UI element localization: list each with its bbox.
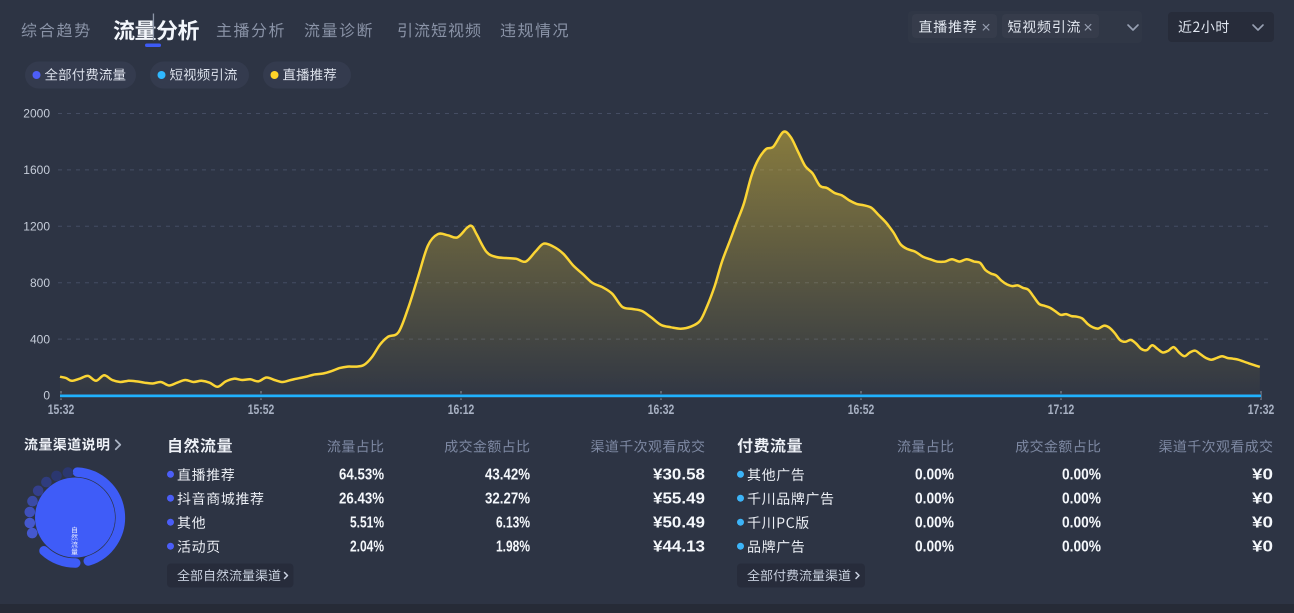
svg-text:16:12: 16:12 <box>448 401 475 417</box>
svg-text:¥30.58: ¥30.58 <box>653 467 705 484</box>
svg-text:800: 800 <box>30 276 50 290</box>
svg-text:16:32: 16:32 <box>648 401 675 417</box>
svg-text:0: 0 <box>43 389 50 403</box>
svg-text:1.98%: 1.98% <box>496 539 530 556</box>
svg-text:5.51%: 5.51% <box>350 515 384 532</box>
svg-text:0.00%: 0.00% <box>1062 515 1101 532</box>
svg-text:17:32: 17:32 <box>1248 401 1275 417</box>
svg-text:0.00%: 0.00% <box>915 491 954 508</box>
svg-text:0.00%: 0.00% <box>1062 491 1101 508</box>
svg-text:26.43%: 26.43% <box>339 491 384 508</box>
svg-text:×: × <box>981 20 990 37</box>
svg-text:¥0: ¥0 <box>1252 467 1273 484</box>
svg-text:1200: 1200 <box>23 220 50 234</box>
svg-text:0.00%: 0.00% <box>915 515 954 532</box>
svg-text:64.53%: 64.53% <box>339 467 384 484</box>
svg-text:400: 400 <box>30 332 50 346</box>
svg-text:¥0: ¥0 <box>1252 515 1273 532</box>
svg-text:17:12: 17:12 <box>1048 401 1075 417</box>
svg-text:0.00%: 0.00% <box>1062 539 1101 556</box>
svg-text:2000: 2000 <box>23 107 50 121</box>
svg-text:¥0: ¥0 <box>1252 539 1273 556</box>
svg-text:16:52: 16:52 <box>848 401 875 417</box>
svg-text:¥50.49: ¥50.49 <box>653 515 705 532</box>
svg-text:6.13%: 6.13% <box>496 515 530 532</box>
svg-text:0.00%: 0.00% <box>915 467 954 484</box>
svg-text:15:52: 15:52 <box>248 401 275 417</box>
svg-text:0.00%: 0.00% <box>1062 467 1101 484</box>
svg-text:×: × <box>1083 20 1092 37</box>
svg-text:32.27%: 32.27% <box>485 491 530 508</box>
svg-text:¥0: ¥0 <box>1252 491 1273 508</box>
svg-text:43.42%: 43.42% <box>485 467 530 484</box>
svg-text:2.04%: 2.04% <box>350 539 384 556</box>
svg-text:15:32: 15:32 <box>48 401 75 417</box>
svg-text:¥55.49: ¥55.49 <box>653 491 705 508</box>
svg-text:0.00%: 0.00% <box>915 539 954 556</box>
svg-text:1600: 1600 <box>23 163 50 177</box>
svg-text:¥44.13: ¥44.13 <box>653 539 705 556</box>
